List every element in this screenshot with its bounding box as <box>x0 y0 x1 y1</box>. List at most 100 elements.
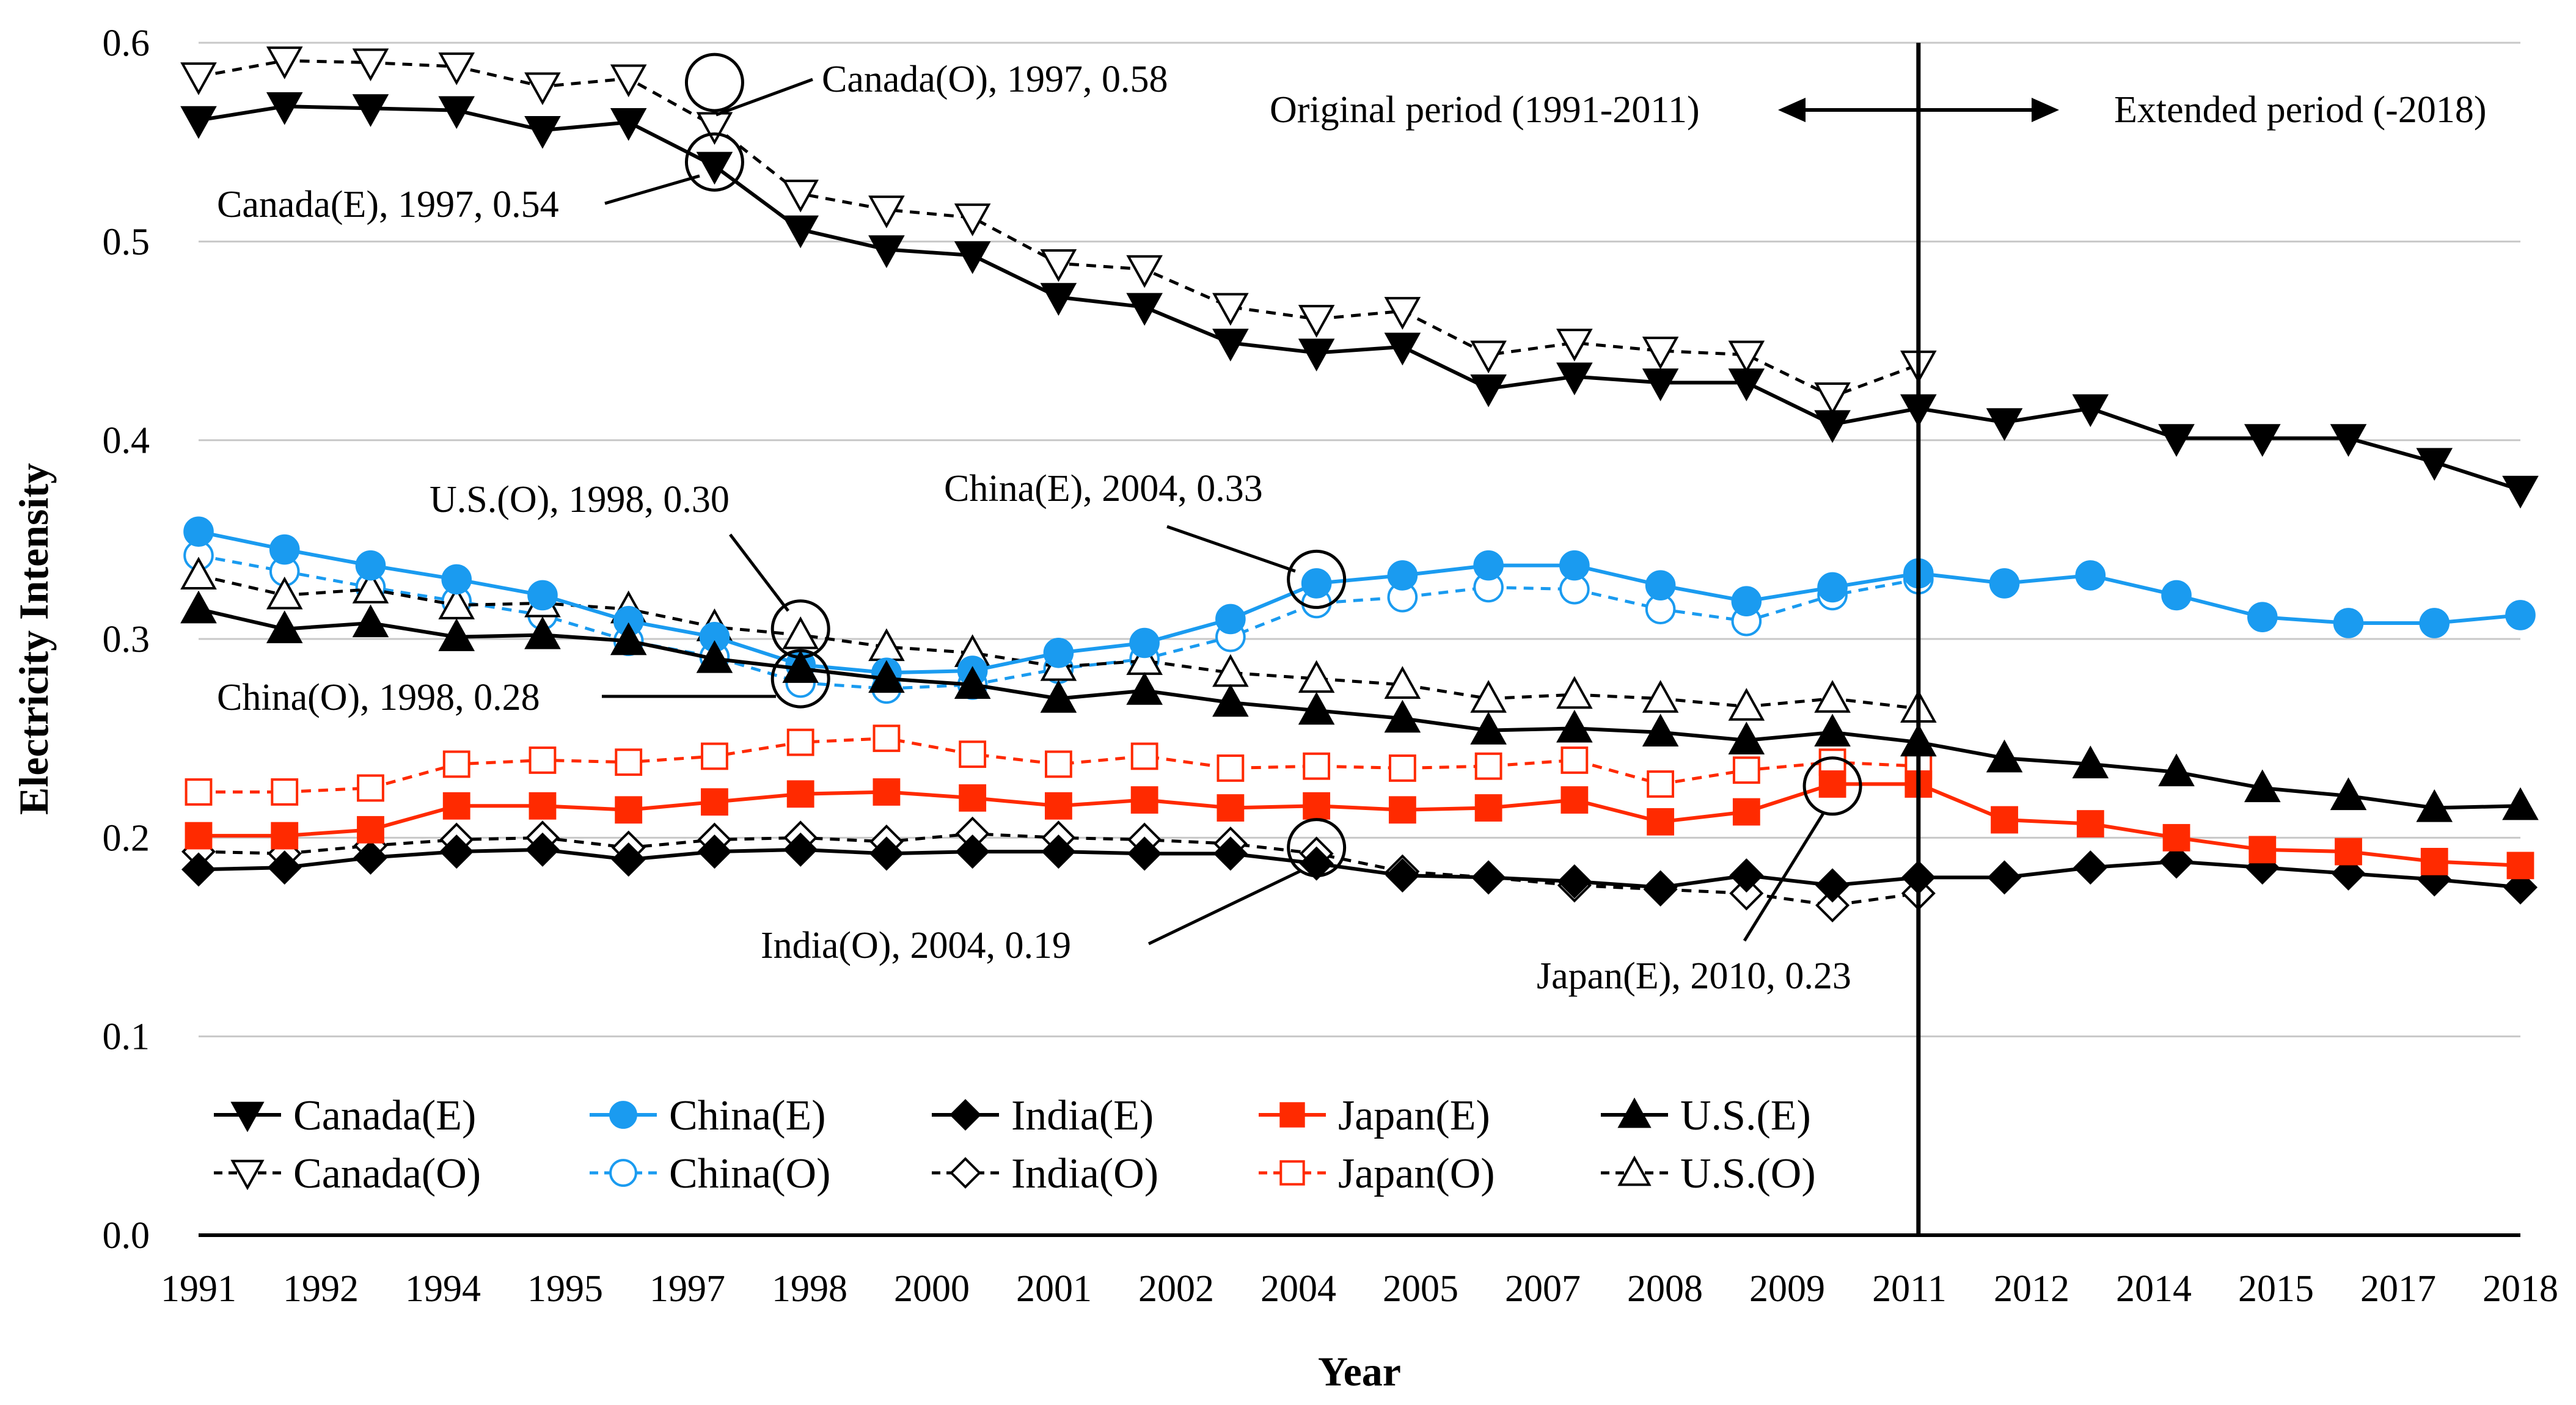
data-point <box>1991 806 2018 834</box>
data-point <box>1384 699 1421 733</box>
data-point <box>2073 850 2108 885</box>
data-point <box>1217 794 1245 822</box>
data-point <box>1474 752 1502 780</box>
data-point <box>1470 340 1507 374</box>
data-point <box>1728 688 1765 721</box>
annotation-label: India(O), 2004, 0.19 <box>761 925 1071 966</box>
data-point <box>357 774 384 802</box>
legend-label: U.S.(E) <box>1680 1092 1811 1139</box>
data-point <box>2333 608 2364 638</box>
data-point <box>2416 448 2453 481</box>
data-point <box>1556 676 1593 709</box>
x-tick-label: 2005 <box>1383 1268 1458 1310</box>
data-point <box>611 842 646 877</box>
data-point <box>782 650 819 683</box>
legend-label: India(E) <box>1011 1092 1154 1139</box>
x-tick-label: 2018 <box>2483 1268 2558 1310</box>
legend-label: India(O) <box>1011 1150 1158 1197</box>
data-point <box>1303 752 1331 780</box>
x-tick-label: 2007 <box>1505 1268 1581 1310</box>
data-point <box>1471 860 1506 895</box>
data-point <box>266 610 303 643</box>
data-point <box>1217 754 1245 782</box>
x-tick-label: 1998 <box>772 1268 847 1310</box>
data-point <box>1384 297 1421 330</box>
annotation-label: China(E), 2004, 0.33 <box>944 468 1263 509</box>
data-point <box>783 832 818 867</box>
annotation-leader <box>1147 869 1303 946</box>
data-point <box>1298 692 1335 725</box>
data-point <box>1818 770 1846 798</box>
data-point <box>180 106 217 139</box>
data-point <box>524 616 561 649</box>
data-point <box>1303 792 1331 820</box>
data-point <box>1814 410 1851 443</box>
data-point <box>1298 305 1335 338</box>
data-point <box>2076 810 2104 838</box>
data-point <box>1388 796 1416 824</box>
data-point <box>1299 846 1334 881</box>
data-point <box>1814 382 1851 415</box>
data-point <box>1470 374 1507 407</box>
data-point <box>353 840 388 875</box>
x-tick-label: 2004 <box>1261 1268 1336 1310</box>
data-point <box>2503 870 2538 905</box>
data-point <box>696 640 733 673</box>
data-point <box>1986 408 2023 441</box>
data-point <box>180 62 217 95</box>
data-point <box>873 778 901 806</box>
period-arrow-left <box>1778 98 1806 122</box>
data-point <box>2335 838 2362 866</box>
data-point <box>1642 713 1679 747</box>
data-point <box>267 850 302 885</box>
legend-label: China(E) <box>669 1092 826 1139</box>
data-point <box>1041 834 1076 869</box>
data-point <box>1556 709 1593 743</box>
data-point <box>2249 836 2277 864</box>
data-point <box>352 571 389 604</box>
data-point <box>950 1099 981 1131</box>
data-point <box>355 550 386 581</box>
data-point <box>2330 424 2367 457</box>
data-point <box>1470 680 1507 713</box>
y-tick-label: 0.1 <box>103 1016 150 1058</box>
x-tick-label: 2017 <box>2360 1268 2436 1310</box>
data-point <box>2075 560 2106 591</box>
data-point <box>525 832 560 867</box>
data-point <box>868 628 905 662</box>
data-point <box>2330 777 2367 811</box>
data-point <box>1642 337 1679 370</box>
data-point <box>1728 340 1765 374</box>
data-point <box>1040 249 1077 282</box>
data-point <box>1215 604 1246 635</box>
data-point <box>1470 712 1507 745</box>
data-point <box>1642 680 1679 713</box>
data-point <box>1045 792 1072 820</box>
original-period-label: Original period (1991-2011) <box>1270 89 1700 131</box>
data-point <box>438 618 475 651</box>
data-point <box>2159 844 2194 879</box>
data-point <box>954 203 991 236</box>
data-point <box>2502 787 2539 820</box>
legend-label: Canada(O) <box>293 1150 481 1197</box>
data-point <box>2244 424 2281 457</box>
data-point <box>352 48 389 82</box>
data-point <box>527 580 558 611</box>
data-point <box>438 52 475 86</box>
data-point <box>615 748 643 776</box>
data-point <box>1388 754 1416 782</box>
data-point <box>1647 808 1674 836</box>
data-point <box>441 564 472 595</box>
data-point <box>1279 1102 1305 1128</box>
data-point <box>1212 329 1249 362</box>
annotation-leader <box>715 78 813 117</box>
annotation-label: Japan(E), 2010, 0.23 <box>1537 955 1851 997</box>
data-point <box>2502 475 2539 509</box>
data-point <box>1643 870 1678 905</box>
data-point <box>959 784 987 812</box>
series-china-e <box>183 516 2536 688</box>
annotation-ring <box>1287 549 1347 609</box>
data-point <box>1384 332 1421 366</box>
data-point <box>524 72 561 106</box>
data-point <box>610 64 647 98</box>
